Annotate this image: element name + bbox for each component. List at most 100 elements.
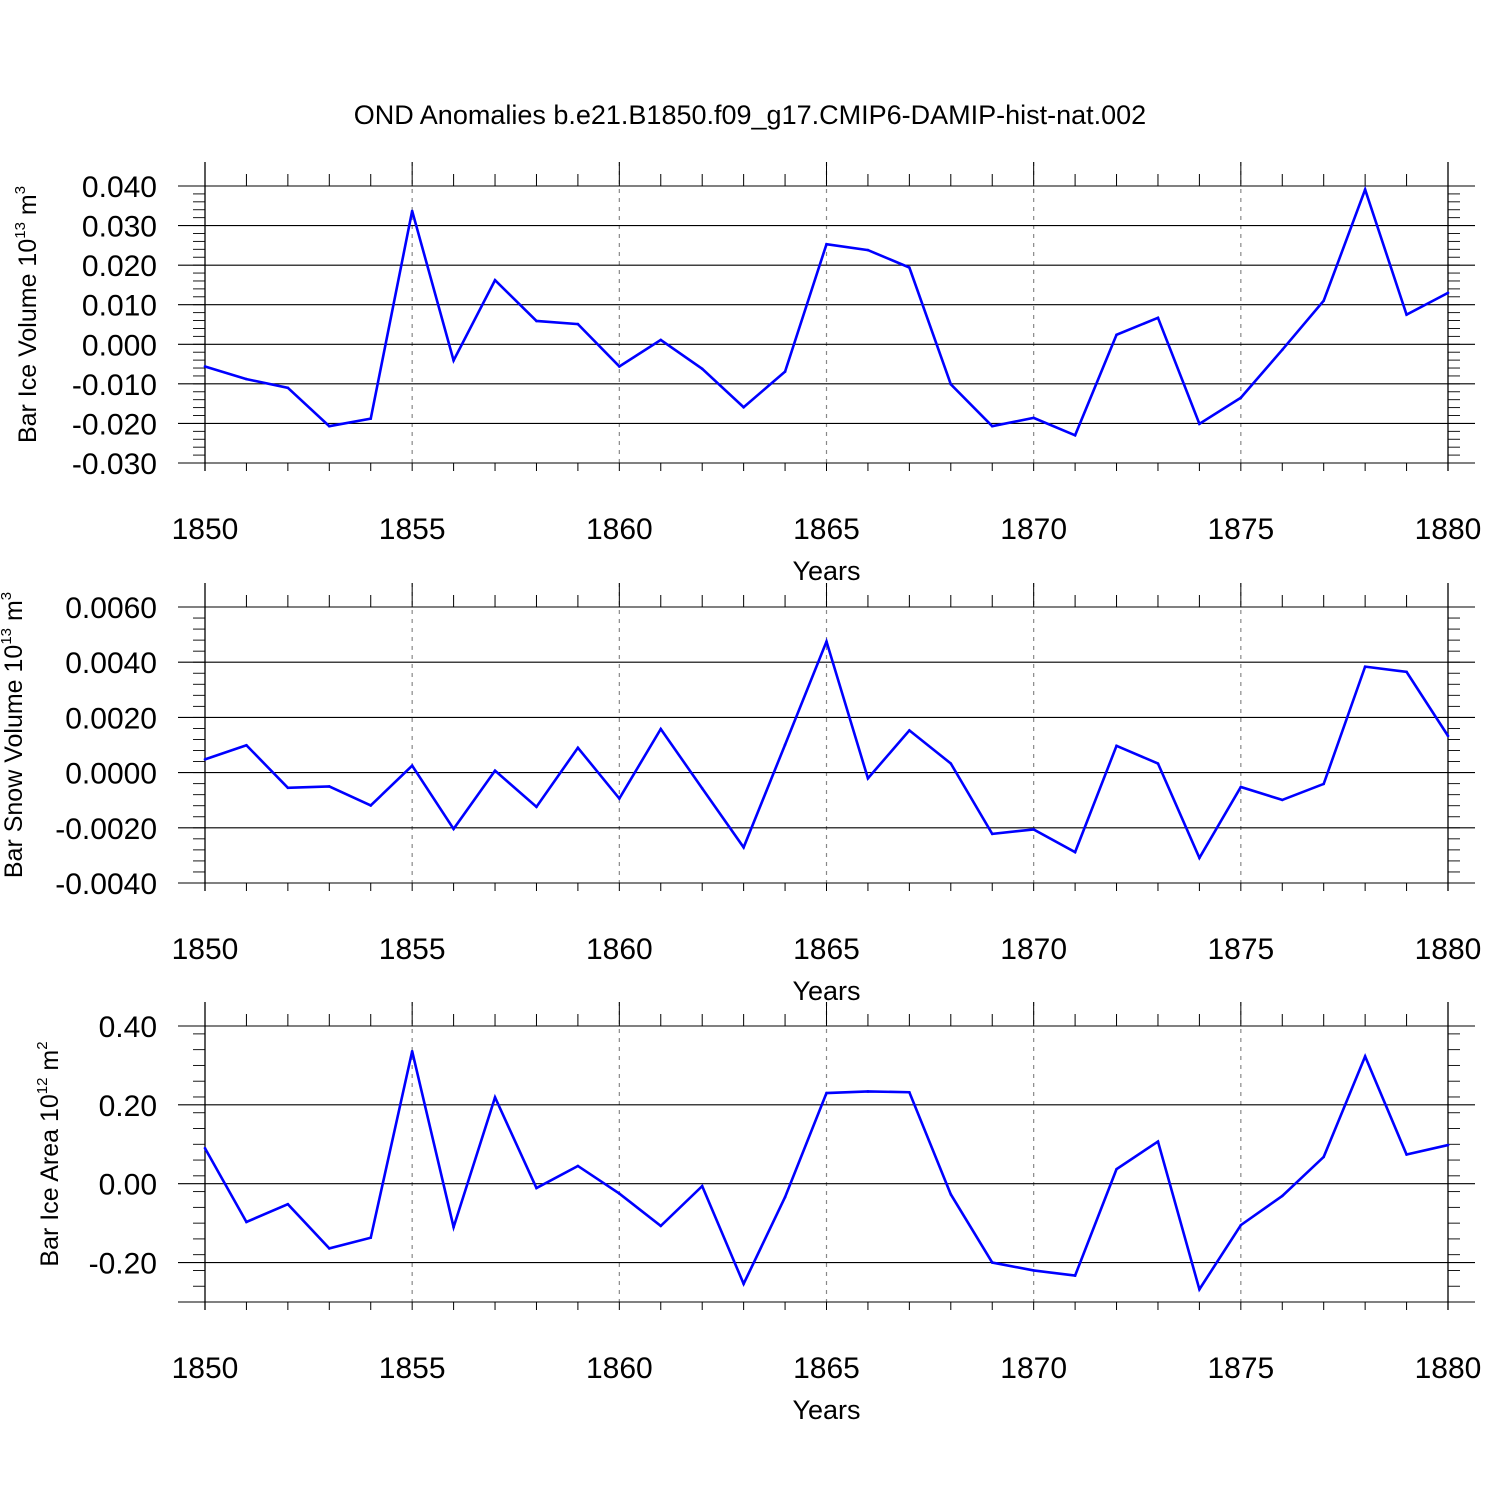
data-point-1859 xyxy=(576,746,580,750)
x-axis-label: Years xyxy=(792,976,860,1006)
data-point-1862 xyxy=(700,367,704,371)
data-point-1867 xyxy=(908,266,911,269)
data-point-1862 xyxy=(700,787,704,790)
data-point-1850 xyxy=(203,1146,207,1150)
data-point-1877 xyxy=(1322,299,1325,303)
data-point-1877 xyxy=(1322,1155,1325,1159)
data-point-1860 xyxy=(618,365,621,368)
data-point-1851 xyxy=(245,743,248,747)
data-point-1851 xyxy=(245,1220,248,1224)
data-point-1855 xyxy=(410,764,414,767)
data-point-1857 xyxy=(493,278,497,282)
data-point-1866 xyxy=(866,248,870,252)
data-point-1860 xyxy=(618,1192,621,1195)
y-tick-label: 0.40 xyxy=(99,1011,157,1044)
data-point-1852 xyxy=(286,1202,290,1206)
y-tick-label: 0.0060 xyxy=(65,592,157,625)
x-tick-label: 1860 xyxy=(586,1352,653,1385)
data-point-1850 xyxy=(203,365,207,368)
data-point-1858 xyxy=(535,1186,538,1190)
data-point-1877 xyxy=(1322,782,1325,786)
data-point-1873 xyxy=(1156,316,1160,320)
x-tick-label: 1855 xyxy=(379,933,446,966)
data-point-1864 xyxy=(783,1195,787,1199)
data-point-1872 xyxy=(1115,1167,1118,1171)
x-axis-label: Years xyxy=(792,556,860,586)
data-point-1871 xyxy=(1073,1274,1077,1277)
y-tick-label: -0.020 xyxy=(72,408,157,441)
x-tick-label: 1850 xyxy=(172,513,239,546)
y-axis-label: Bar Snow Volume 1013 m3 xyxy=(0,592,28,878)
data-point-1864 xyxy=(783,743,787,747)
x-tick-label: 1870 xyxy=(1000,513,1067,546)
y-axis-label-ylabel-unit-exp: 3 xyxy=(0,592,15,600)
data-point-1871 xyxy=(1073,434,1077,437)
data-point-1859 xyxy=(576,1164,580,1168)
data-point-1872 xyxy=(1115,744,1118,748)
data-point-1864 xyxy=(783,370,787,373)
y-tick-label: 0.000 xyxy=(82,329,157,362)
y-tick-label: 0.030 xyxy=(82,211,157,244)
data-point-1880 xyxy=(1446,1143,1450,1147)
data-point-1853 xyxy=(328,785,331,788)
data-point-1863 xyxy=(742,405,745,409)
data-point-1879 xyxy=(1405,1153,1408,1156)
x-tick-label: 1850 xyxy=(172,933,239,966)
x-tick-label: 1870 xyxy=(1000,933,1067,966)
y-axis-label-ylabel-unit-exp: 2 xyxy=(34,1041,51,1049)
data-point-1856 xyxy=(452,1225,455,1229)
figure-title: OND Anomalies b.e21.B1850.f09_g17.CMIP6-… xyxy=(354,100,1146,130)
x-tick-label: 1880 xyxy=(1415,1352,1482,1385)
data-point-1878 xyxy=(1363,665,1367,668)
data-point-1880 xyxy=(1446,734,1450,738)
data-point-1875 xyxy=(1239,1223,1243,1227)
y-tick-label: 0.0040 xyxy=(65,647,157,680)
data-point-1862 xyxy=(700,1184,704,1188)
data-point-1869 xyxy=(990,424,994,428)
x-tick-label: 1880 xyxy=(1415,933,1482,966)
data-point-1873 xyxy=(1156,1140,1160,1143)
data-point-1875 xyxy=(1239,785,1243,789)
x-tick-label: 1855 xyxy=(379,513,446,546)
data-point-1879 xyxy=(1405,670,1408,674)
data-point-1854 xyxy=(369,417,373,420)
data-point-1869 xyxy=(990,1261,994,1264)
chart-panel-2: -0.0040 -0.0020 0.0000 0.0020 0.0040 0.0060 18… xyxy=(0,583,1481,1006)
data-point-1867 xyxy=(908,1090,911,1094)
y-tick-label: 0.0020 xyxy=(65,702,157,735)
x-tick-label: 1875 xyxy=(1207,513,1274,546)
data-point-1880 xyxy=(1446,291,1450,295)
y-axis-label: Bar Ice Area 1012 m2 xyxy=(34,1041,64,1266)
data-point-1856 xyxy=(452,359,455,362)
data-point-1856 xyxy=(452,827,455,831)
data-point-1861 xyxy=(659,727,663,731)
y-axis-label-ylabel-exp: 13 xyxy=(12,222,29,239)
data-point-1860 xyxy=(618,797,621,800)
y-tick-label: -0.010 xyxy=(72,369,157,402)
data-point-1873 xyxy=(1156,762,1160,765)
chart-panel-3: -0.20 0.00 0.20 0.40 1850 1855 1860 1865 1870 187… xyxy=(34,1002,1481,1425)
data-point-1851 xyxy=(245,377,248,381)
data-point-1865 xyxy=(825,640,828,643)
data-point-1865 xyxy=(825,242,828,246)
data-point-1874 xyxy=(1198,1288,1201,1291)
data-point-1870 xyxy=(1032,828,1035,831)
x-tick-label: 1860 xyxy=(586,513,653,546)
data-point-1858 xyxy=(535,805,538,809)
y-tick-label: 0.040 xyxy=(82,171,157,204)
data-point-1870 xyxy=(1032,1269,1035,1272)
y-tick-label: -0.030 xyxy=(72,448,157,481)
y-tick-label: 0.010 xyxy=(82,290,157,323)
y-axis-label-ylabel-main: Bar Snow Volume 10 xyxy=(0,645,28,878)
y-tick-label: -0.20 xyxy=(89,1248,157,1281)
data-point-1878 xyxy=(1363,188,1367,191)
data-point-1852 xyxy=(286,386,290,390)
y-axis-label-ylabel-exp: 12 xyxy=(34,1078,51,1095)
data-point-1879 xyxy=(1405,313,1408,316)
data-point-1859 xyxy=(576,322,580,326)
data-point-1857 xyxy=(493,769,497,772)
y-tick-label: 0.0000 xyxy=(65,758,157,791)
chart-panel-1: -0.030 -0.020 -0.010 0.000 0.010 0.020 0.030 0.… xyxy=(12,162,1481,586)
data-point-1863 xyxy=(742,846,745,849)
